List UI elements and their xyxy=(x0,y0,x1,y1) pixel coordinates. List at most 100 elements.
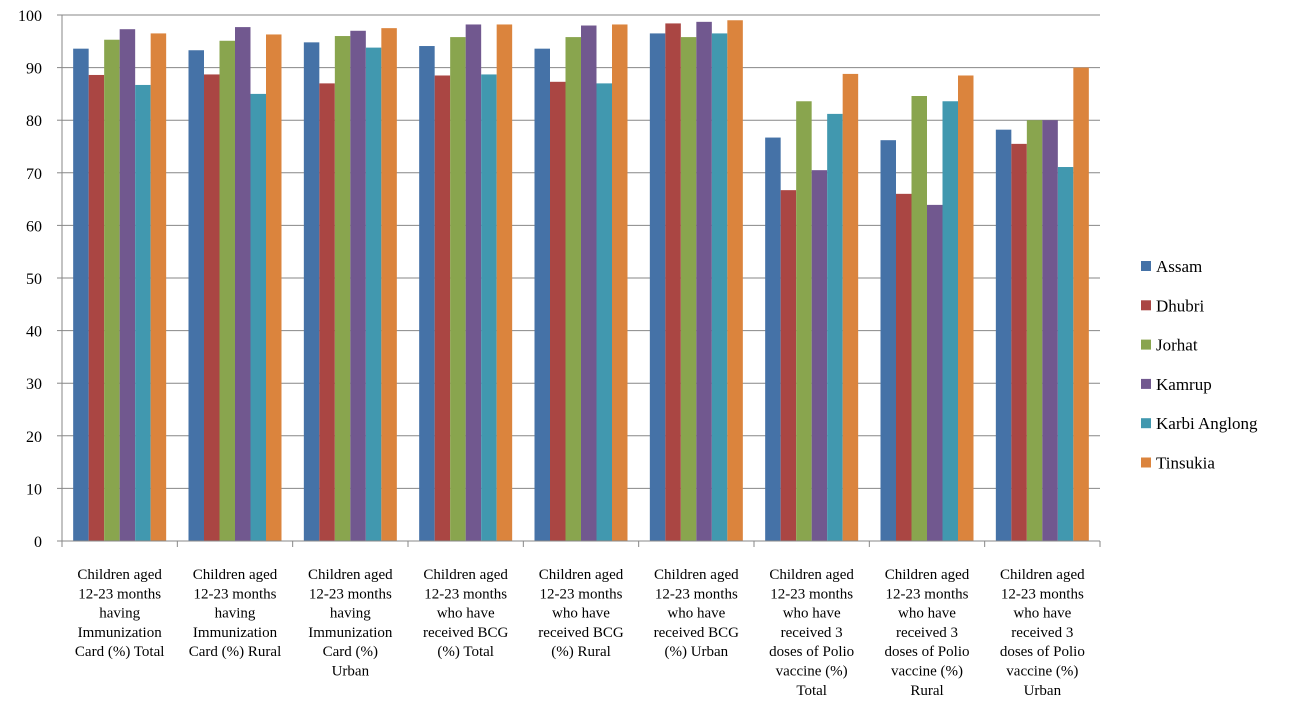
x-category-label: Children aged 12-23 months who have receive… xyxy=(884,567,969,699)
x-category-label-line: received 3 xyxy=(781,625,843,641)
bar-kamrup xyxy=(465,24,482,541)
bar-tinsukia xyxy=(842,73,859,542)
x-category-label-line: Children aged xyxy=(77,567,162,583)
bar-tinsukia xyxy=(727,20,743,541)
bar-karbi-anglong xyxy=(481,74,497,542)
bar-dhubri xyxy=(319,83,335,541)
x-category-label-line: Immunization xyxy=(78,625,163,641)
x-category-label-line: Immunization xyxy=(193,625,278,641)
x-category-label-line: received BCG xyxy=(423,625,509,641)
bar-kamrup xyxy=(235,27,251,541)
y-tick-label: 40 xyxy=(26,324,42,341)
bar-dhubri xyxy=(550,81,566,541)
x-category-label-line: 12-23 months xyxy=(540,586,623,602)
bar-karbi-anglong xyxy=(1057,167,1074,541)
x-category-label-line: having xyxy=(215,606,256,622)
legend-label: Dhubri xyxy=(1156,296,1204,315)
x-category-label: Children aged 12-23 months who have receive… xyxy=(654,567,740,660)
bar-kamrup xyxy=(1042,120,1058,541)
legend-swatch xyxy=(1141,378,1151,389)
x-category-label: Children aged 12-23 months who have receive… xyxy=(423,567,509,660)
bar-assam xyxy=(995,129,1012,541)
x-category-label-line: 12-23 months xyxy=(194,586,277,602)
x-category-label-line: Card (%) Total xyxy=(75,644,164,660)
bar-jorhat xyxy=(219,40,235,542)
x-category-label-line: Urban xyxy=(332,664,370,680)
x-category-label-line: having xyxy=(330,606,371,622)
x-category-label-line: Urban xyxy=(1024,683,1062,699)
x-category-label-line: who have xyxy=(667,606,725,622)
x-category-label-line: Children aged xyxy=(423,567,508,583)
x-category-label: Children aged 12-23 months who have receive… xyxy=(538,567,624,660)
x-category-label-line: (%) Total xyxy=(437,644,494,660)
bar-dhubri xyxy=(88,74,105,542)
bar-jorhat xyxy=(911,96,927,541)
x-category-label-line: received 3 xyxy=(896,625,958,641)
legend-label: Tinsukia xyxy=(1156,454,1215,473)
bar-karbi-anglong xyxy=(250,93,266,542)
y-tick-label: 30 xyxy=(26,376,42,393)
bar-karbi-anglong xyxy=(942,101,958,541)
bar-assam xyxy=(188,50,204,541)
x-category-label-line: who have xyxy=(783,606,841,622)
x-category-label-line: who have xyxy=(1013,606,1071,622)
x-category-label-line: Card (%) xyxy=(323,644,378,660)
y-tick-label: 90 xyxy=(26,61,42,78)
legend-label: Jorhat xyxy=(1156,336,1198,355)
bar-karbi-anglong xyxy=(827,113,843,541)
bar-kamrup xyxy=(350,30,366,542)
x-category-label-line: 12-23 months xyxy=(655,586,738,602)
bar-karbi-anglong xyxy=(365,47,382,541)
bar-jorhat xyxy=(796,101,812,541)
x-category-label-line: vaccine (%) xyxy=(1006,664,1078,680)
bar-tinsukia xyxy=(150,33,167,541)
x-category-label-line: 12-23 months xyxy=(886,586,969,602)
bar-jorhat xyxy=(680,37,697,541)
x-category-label: Children aged 12-23 months having Immunizat… xyxy=(75,567,164,660)
bar-dhubri xyxy=(665,23,681,541)
x-category-label-line: vaccine (%) xyxy=(891,664,963,680)
x-category-label-line: doses of Polio xyxy=(1000,644,1085,660)
bar-karbi-anglong xyxy=(711,33,728,541)
legend-swatch xyxy=(1141,339,1151,350)
x-category-label-line: Children aged xyxy=(885,567,970,583)
y-tick-label: 50 xyxy=(26,271,42,288)
x-category-label-line: Rural xyxy=(910,683,943,699)
bar-assam xyxy=(880,140,896,542)
legend-label: Assam xyxy=(1156,257,1202,276)
x-category-labels: Children aged 12-23 months having Immunizat… xyxy=(75,567,1085,699)
x-category-label-line: Children aged xyxy=(769,567,854,583)
bar-tinsukia xyxy=(612,24,628,541)
x-category-label-line: Children aged xyxy=(308,567,393,583)
bar-jorhat xyxy=(565,37,581,541)
legend-swatch xyxy=(1141,457,1151,468)
x-category-label-line: Children aged xyxy=(654,567,739,583)
x-category-label-line: (%) Urban xyxy=(664,644,728,660)
x-category-label-line: vaccine (%) xyxy=(776,664,848,680)
y-tick-label: 0 xyxy=(34,534,42,551)
legend-swatch xyxy=(1141,300,1151,311)
bar-kamrup xyxy=(696,21,712,541)
y-tick-labels: 0 10 20 30 40 50 60 70 80 90 100 xyxy=(18,8,42,551)
y-tick-label: 100 xyxy=(18,8,42,25)
y-tick-label: 60 xyxy=(26,218,42,235)
bar-tinsukia xyxy=(1073,67,1089,541)
bar-assam xyxy=(419,46,435,542)
x-category-label-line: (%) Rural xyxy=(551,644,611,660)
bar-tinsukia xyxy=(266,34,282,541)
x-category-label: Children aged 12-23 months having Immunizat… xyxy=(189,567,281,660)
bar-jorhat xyxy=(334,36,351,541)
y-tick-label: 20 xyxy=(26,429,42,446)
x-category-label-line: who have xyxy=(552,606,610,622)
bar-assam xyxy=(765,137,781,542)
x-category-label: Children aged 12-23 months having Immunizat… xyxy=(308,567,393,680)
bar-karbi-anglong xyxy=(596,83,612,541)
x-category-label-line: having xyxy=(99,606,140,622)
legend: Assam Dhubri Jorhat Kamrup Karbi Anglong Tins… xyxy=(1141,257,1258,473)
x-category-label-line: Children aged xyxy=(1000,567,1085,583)
bar-tinsukia xyxy=(958,75,974,542)
bar-jorhat xyxy=(104,39,120,542)
y-tick-label: 70 xyxy=(26,166,42,183)
bar-dhubri xyxy=(896,193,912,541)
